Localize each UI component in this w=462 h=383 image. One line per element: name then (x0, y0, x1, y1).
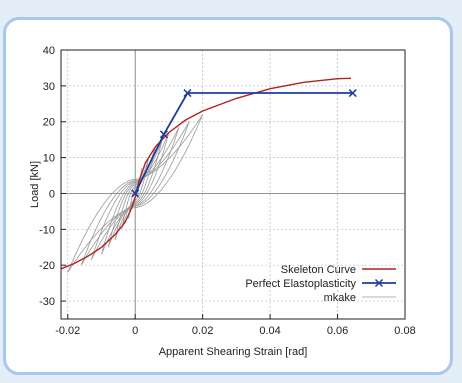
y-tick-label: 20 (43, 117, 55, 129)
legend: Skeleton Curve Perfect Elastoplasticity mk… (245, 264, 396, 304)
y-tick-label: 30 (43, 81, 55, 93)
hysteresis-loop (91, 126, 180, 260)
x-tick-label: -0.02 (55, 325, 80, 337)
elastoplastic-marker (159, 130, 168, 139)
elastoplastic-marker (348, 89, 357, 98)
elastoplastic-marker (131, 189, 140, 198)
plot-area (60, 77, 357, 273)
legend-label: Perfect Elastoplasticity (245, 278, 356, 290)
legend-label: mkake (324, 292, 356, 304)
y-tick-label: 40 (43, 45, 55, 57)
x-axis-label: Apparent Shearing Strain [rad] (159, 346, 308, 358)
elastoplastic-marker (183, 89, 192, 98)
ticks: -0.02 0 0.02 0.04 0.06 0.08 40 30 20 10 0 -10 -20 -30 (39, 45, 416, 337)
y-tick-label: -20 (39, 260, 55, 272)
skeleton-curve-line (60, 77, 352, 270)
legend-label: Skeleton Curve (281, 264, 356, 276)
chart-card (3, 17, 453, 375)
x-tick-label: 0.08 (394, 325, 415, 337)
elastoplastic-line (134, 92, 353, 194)
plot-frame (60, 49, 406, 320)
y-axis-label: Load [kN] (29, 161, 41, 208)
grid-lines (61, 49, 406, 319)
x-tick-label: 0.04 (259, 325, 280, 337)
x-tick-label: 0.06 (327, 325, 348, 337)
y-tick-label: 10 (43, 153, 55, 165)
hysteresis-loop (67, 114, 203, 273)
y-tick-label: -10 (39, 224, 55, 236)
x-tick-label: 0.02 (192, 325, 213, 337)
y-tick-label: 0 (49, 188, 55, 200)
y-tick-label: -30 (39, 296, 55, 308)
legend-marker (374, 278, 384, 288)
hysteresis-loop (80, 121, 190, 266)
x-tick-label: 0 (132, 325, 138, 337)
